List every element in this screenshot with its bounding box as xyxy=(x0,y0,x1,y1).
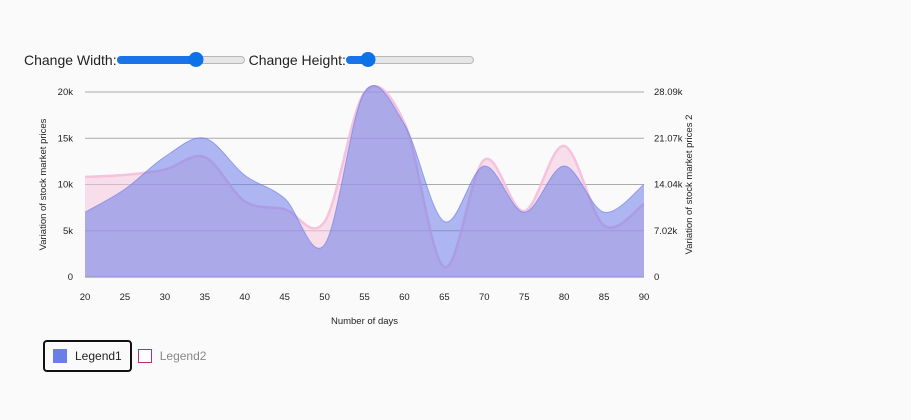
y-left-tick-label: 15k xyxy=(58,133,74,144)
y-left-tick-label: 0 xyxy=(68,272,73,283)
change-width-label: Change Width: xyxy=(24,52,117,68)
area-chart: 0 5k 10k 15k 20k 0 7.02k 14.04k 21.07k 28.09k 20 25… xyxy=(38,85,695,327)
change-height-label: Change Height: xyxy=(248,52,346,68)
width-slider-fill xyxy=(116,56,196,64)
x-tick-label: 60 xyxy=(399,292,410,303)
x-tick-label: 50 xyxy=(319,292,330,303)
x-axis-title: Number of days xyxy=(331,316,398,327)
series-line-legend1 xyxy=(84,85,645,249)
y-right-tick-label: 14.04k xyxy=(654,180,683,191)
x-tick-label: 55 xyxy=(359,292,370,303)
height-slider-fill xyxy=(345,56,368,64)
y-right-tick-label: 28.09k xyxy=(654,87,683,98)
x-tick-label: 80 xyxy=(559,292,570,303)
y-left-tick-label: 20k xyxy=(58,87,74,98)
height-slider[interactable] xyxy=(345,50,474,70)
x-tick-label: 30 xyxy=(160,292,171,303)
legend1-swatch-icon xyxy=(53,349,67,363)
x-tick-label: 35 xyxy=(199,292,210,303)
x-tick-label: 70 xyxy=(479,292,490,303)
legend-item-legend1[interactable]: Legend1 xyxy=(43,340,132,372)
legend: Legend1 Legend2 xyxy=(43,340,206,372)
y-right-tick-label: 7.02k xyxy=(654,226,677,237)
height-slider-thumb[interactable] xyxy=(360,52,376,67)
y-left-tick-label: 10k xyxy=(58,180,74,191)
y-left-axis-title: Variation of stock market prices xyxy=(38,118,49,250)
y-right-axis-title: Variation of stock market prices 2 xyxy=(684,115,695,255)
y-right-tick-label: 0 xyxy=(654,272,659,283)
series-area-legend1 xyxy=(85,85,644,278)
x-tick-label: 85 xyxy=(599,292,610,303)
x-tick-label: 25 xyxy=(120,292,131,303)
x-tick-label: 90 xyxy=(639,292,650,303)
x-tick-label: 20 xyxy=(80,292,91,303)
legend1-label: Legend1 xyxy=(75,349,122,363)
legend2-swatch-icon xyxy=(137,349,152,363)
x-tick-label: 65 xyxy=(439,292,450,303)
y-left-tick-label: 5k xyxy=(63,226,73,237)
x-tick-label: 45 xyxy=(279,292,290,303)
width-slider[interactable] xyxy=(116,50,245,70)
legend-item-legend2[interactable]: Legend2 xyxy=(132,343,207,369)
chart-controls: Change Width: Change Height: xyxy=(24,50,474,70)
y-right-tick-label: 21.07k xyxy=(654,133,683,144)
width-slider-thumb[interactable] xyxy=(188,52,204,67)
legend2-label: Legend2 xyxy=(159,349,207,363)
x-tick-label: 40 xyxy=(239,292,250,303)
x-tick-label: 75 xyxy=(519,292,530,303)
